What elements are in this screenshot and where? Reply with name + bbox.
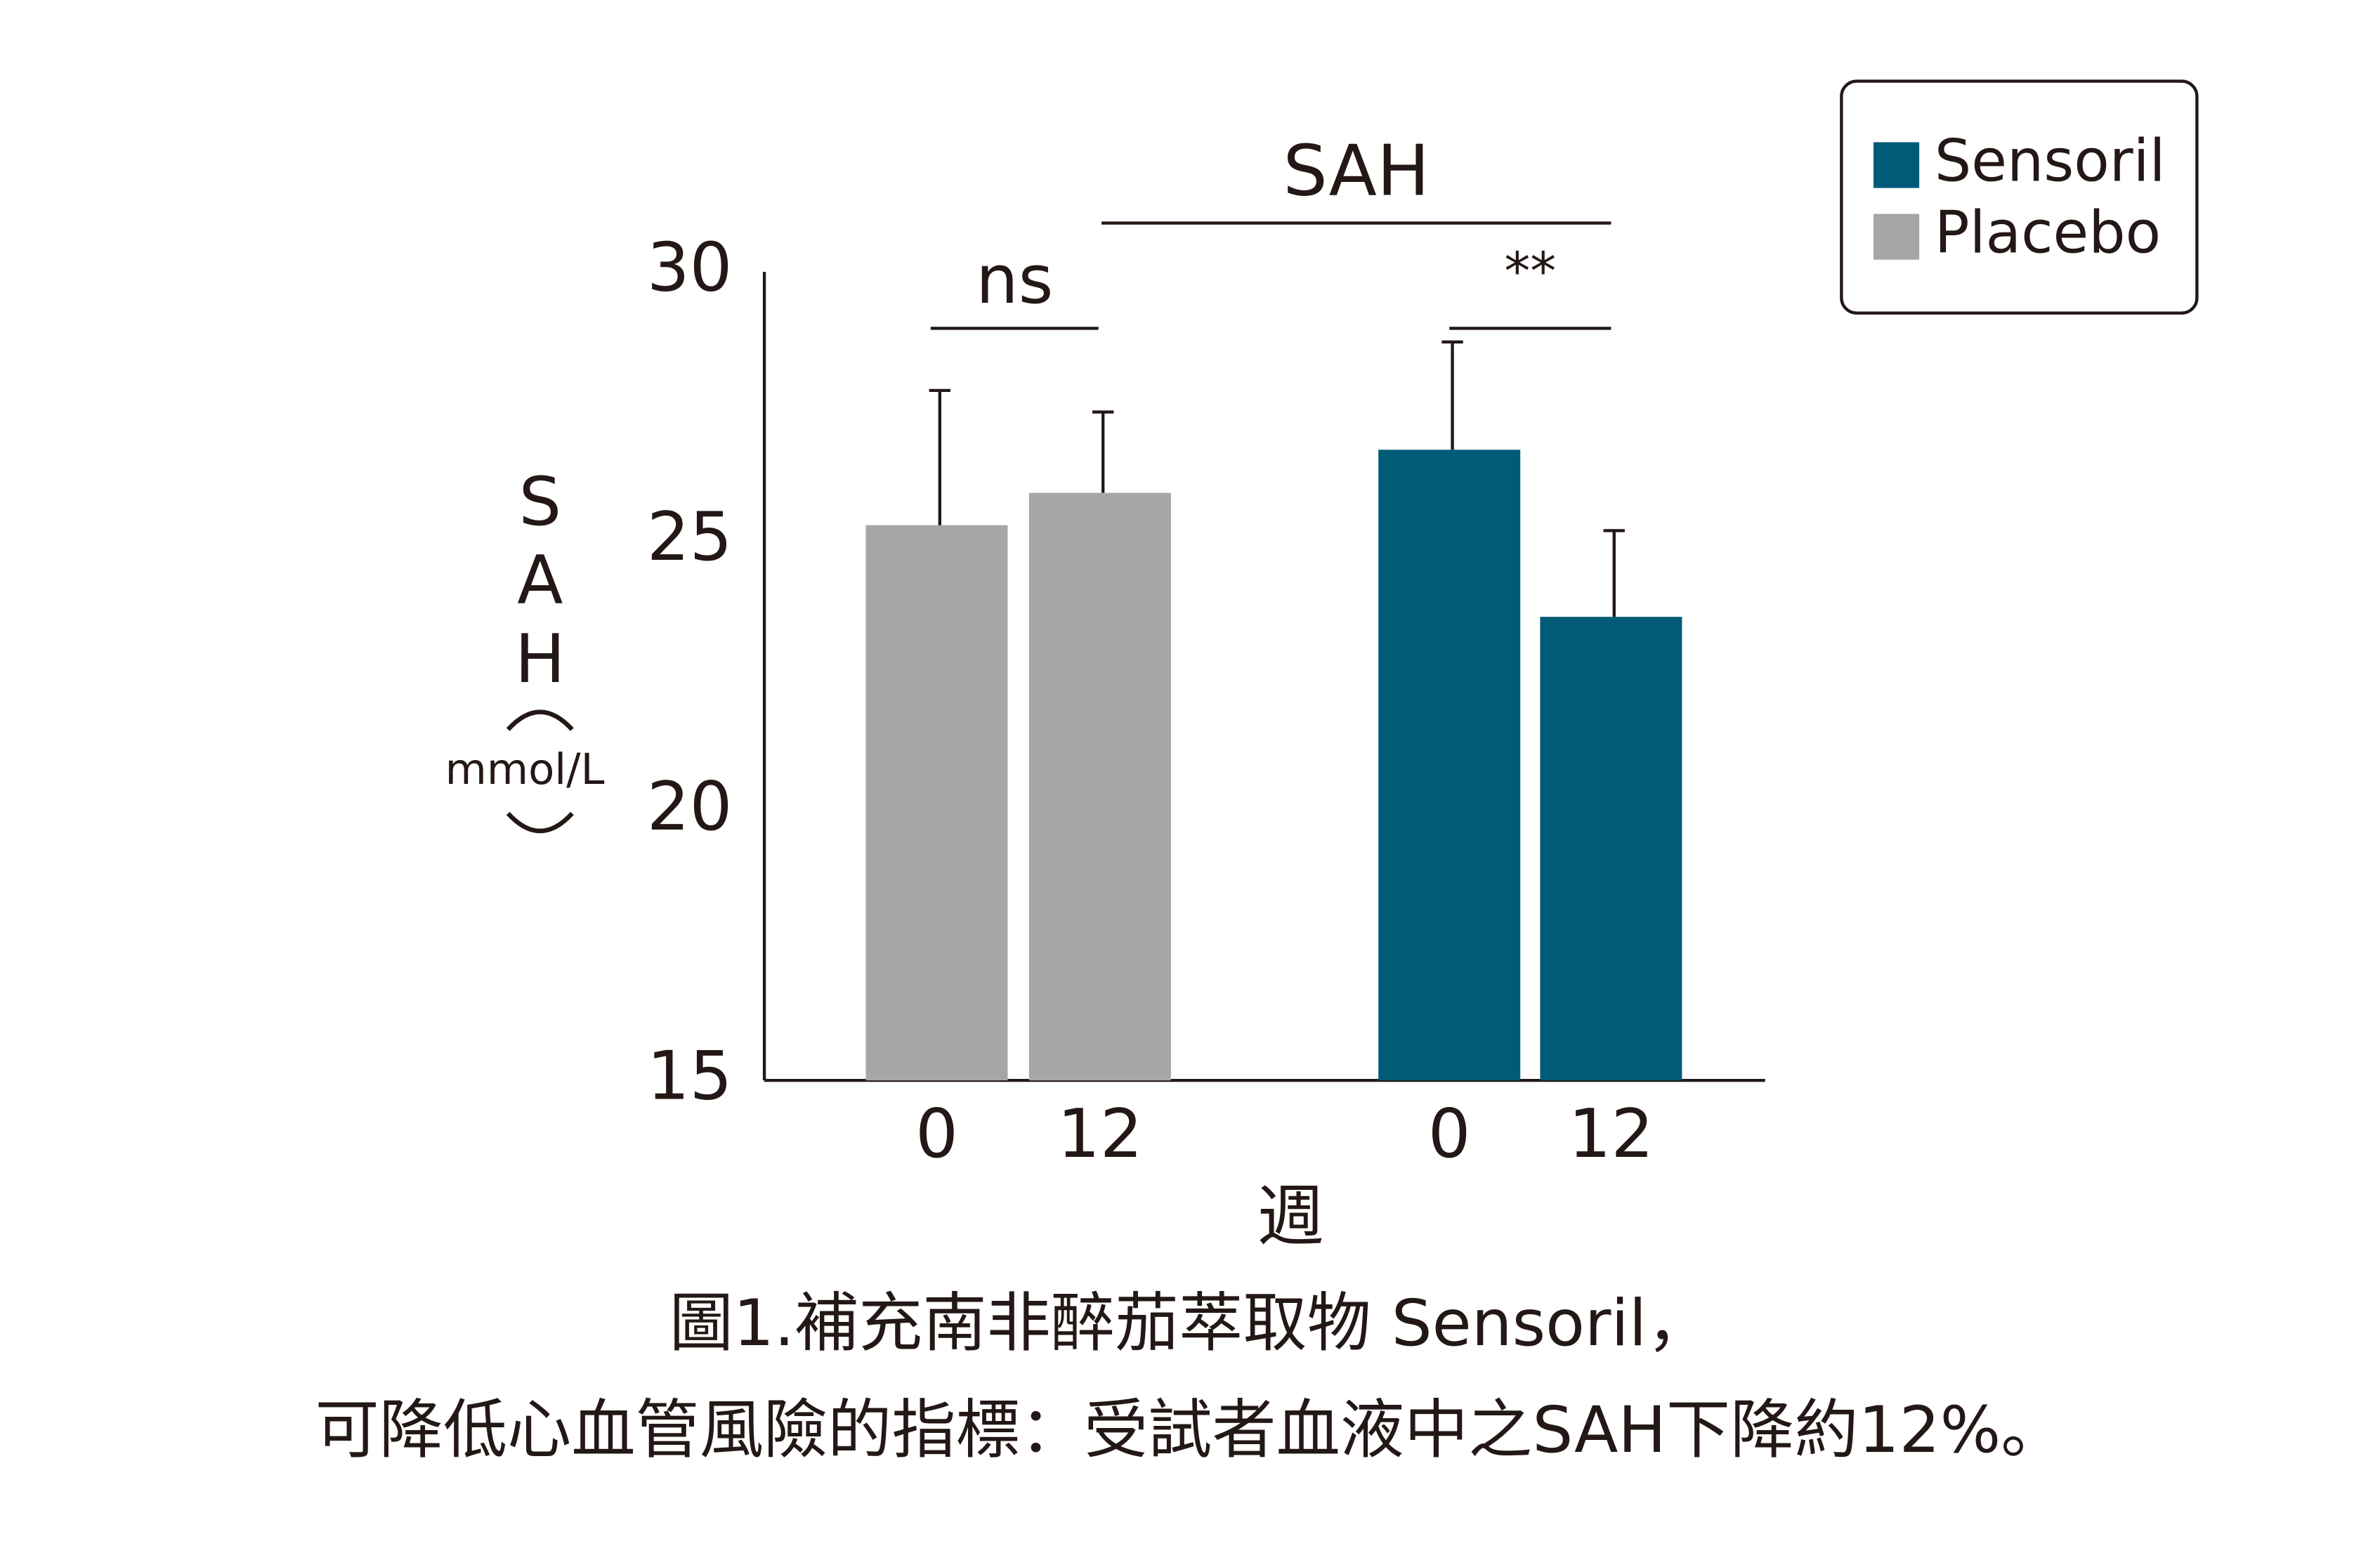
- paren: [506, 811, 574, 834]
- x-tick-label: 0: [1428, 1094, 1471, 1173]
- error-bar: [1603, 529, 1625, 617]
- x-tick-label: 12: [1057, 1094, 1143, 1173]
- error-bar: [1092, 410, 1114, 493]
- paren: [506, 709, 574, 731]
- caption: 圖1.補充南非醉茄萃取物 Sensoril，: [669, 1285, 1711, 1361]
- error-bar: [1441, 340, 1463, 450]
- y-tick-label: 25: [647, 497, 733, 576]
- bar: [1378, 450, 1521, 1081]
- legend-label: Placebo: [1935, 199, 2161, 267]
- y-axis-unit: mmol/L: [445, 745, 605, 794]
- legend-box: [1840, 79, 2199, 315]
- annotation: **: [1504, 241, 1556, 301]
- x-tick-label: 12: [1569, 1094, 1654, 1173]
- x-tick-label: 0: [915, 1094, 958, 1173]
- caption: 可降低心血管風險的指標：受試者血液中之SAH下降約12%。: [315, 1392, 2065, 1467]
- legend-swatch: [1873, 214, 1920, 260]
- y-axis-label: SAH: [501, 462, 580, 698]
- y-tick-label: 15: [647, 1036, 733, 1115]
- bar: [1540, 617, 1682, 1081]
- x-axis-label: 週: [1257, 1177, 1325, 1255]
- error-bar: [929, 388, 951, 525]
- legend-label: Sensoril: [1935, 127, 2166, 195]
- annotation: SAH: [1283, 130, 1430, 212]
- legend-swatch: [1873, 142, 1920, 188]
- annotation: ns: [976, 240, 1053, 319]
- bar: [1028, 492, 1171, 1081]
- y-tick-label: 20: [647, 767, 733, 846]
- bar: [865, 525, 1008, 1081]
- y-tick-label: 30: [647, 228, 733, 306]
